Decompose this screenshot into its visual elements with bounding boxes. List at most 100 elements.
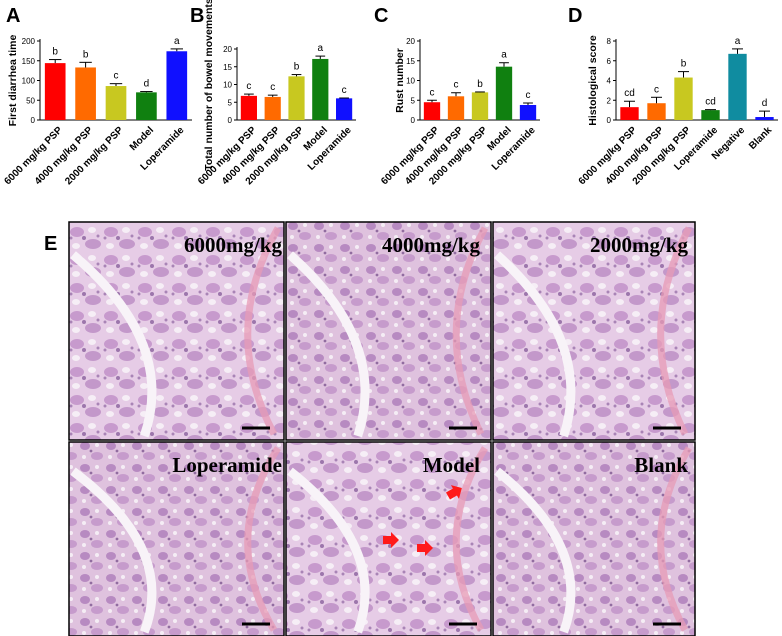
significance-letter: c [526, 90, 531, 101]
bar [44, 63, 66, 120]
muscle-strand [244, 446, 281, 632]
bar [701, 110, 720, 120]
x-tick-label: Blank [747, 125, 774, 152]
tile-border [492, 441, 696, 636]
lumen-strand [494, 467, 576, 634]
y-axis-label: Histological score [587, 35, 599, 126]
y-tick-label: 0 [411, 116, 416, 125]
y-tick-label: 2 [607, 96, 612, 105]
bar [471, 92, 489, 120]
bar [423, 102, 441, 120]
muscle-strand [657, 226, 693, 436]
panel-letter: C [374, 5, 388, 27]
lumen-strand [287, 467, 370, 634]
bar [136, 92, 157, 120]
lumen-strand [70, 251, 157, 438]
x-tick-label: 2000 mg/kg PSP [63, 125, 126, 188]
significance-letter: b [681, 59, 687, 70]
significance-letter: b [477, 79, 483, 90]
bar [336, 98, 353, 120]
significance-letter: a [174, 36, 180, 47]
y-tick-label: 0 [228, 116, 233, 125]
tile-label: 2000mg/kg [590, 233, 689, 257]
bar [495, 66, 513, 120]
red-arrow [446, 485, 462, 500]
bar [166, 51, 188, 120]
tile-label: Loperamide [172, 453, 282, 477]
y-axis-label: First diarrhea time [7, 35, 19, 127]
panel-letter: D [568, 5, 582, 27]
histology-tile: 4000mg/kg [285, 221, 492, 441]
significance-letter: c [342, 85, 347, 96]
y-tick-label: 0 [31, 116, 36, 125]
tile-border [68, 221, 285, 441]
significance-letter: a [735, 36, 741, 47]
lumen-strand [70, 467, 157, 634]
significance-letter: c [430, 87, 435, 98]
significance-letter: cd [705, 97, 716, 108]
significance-letter: d [762, 98, 768, 109]
tile-border [285, 221, 492, 441]
tile-border [285, 441, 492, 636]
tile-label: 4000mg/kg [382, 233, 481, 257]
tile-border [68, 441, 285, 636]
y-tick-label: 100 [22, 77, 36, 86]
y-tick-label: 0 [607, 116, 612, 125]
red-arrow [417, 540, 433, 556]
y-tick-label: 5 [228, 98, 233, 107]
bar [75, 67, 96, 120]
tile-label: Blank [634, 453, 688, 477]
significance-letter: c [270, 82, 275, 93]
y-tick-label: 5 [411, 96, 416, 105]
significance-letter: b [294, 62, 300, 73]
histology-tile: Blank [492, 441, 696, 636]
bar [312, 58, 329, 120]
muscle-strand [657, 446, 693, 632]
bar [240, 95, 257, 120]
significance-letter: c [246, 81, 251, 92]
bar [620, 107, 639, 120]
significance-letter: cd [624, 88, 635, 99]
tile-border [492, 221, 696, 441]
y-tick-label: 20 [223, 45, 232, 54]
red-arrow [383, 532, 399, 548]
significance-letter: c [454, 80, 459, 91]
panel-letter: B [190, 5, 204, 27]
bar [105, 86, 127, 120]
y-axis-label: Rust number [394, 48, 406, 113]
histology-tile: 2000mg/kg [492, 221, 696, 441]
histology-tile: 6000mg/kg [68, 221, 285, 441]
significance-letter: a [501, 50, 507, 61]
significance-letter: b [52, 47, 58, 58]
y-tick-label: 50 [26, 96, 35, 105]
significance-letter: b [83, 49, 89, 60]
y-tick-label: 15 [223, 63, 232, 72]
bar [728, 53, 747, 120]
lumen-strand [287, 251, 370, 438]
bar [755, 117, 774, 120]
y-tick-label: 200 [22, 37, 36, 46]
bar [519, 104, 537, 120]
bar [647, 103, 666, 120]
significance-letter: c [114, 71, 119, 82]
arrow-shape [417, 540, 433, 556]
y-tick-label: 20 [406, 37, 415, 46]
muscle-strand [244, 226, 282, 436]
muscle-strand [452, 226, 489, 436]
histology-tile: Loperamide [68, 441, 285, 636]
significance-letter: d [144, 79, 150, 90]
tile-label: Model [423, 453, 480, 477]
y-axis-label: Total number of bowel movements [203, 0, 215, 171]
y-tick-label: 4 [607, 77, 612, 86]
panel-letter: A [6, 5, 20, 27]
tile-label: 6000mg/kg [184, 233, 283, 257]
x-tick-label: Model [128, 125, 156, 153]
y-tick-label: 15 [406, 57, 415, 66]
y-tick-label: 8 [607, 37, 612, 46]
arrow-shape [383, 532, 399, 548]
significance-letter: c [654, 84, 659, 95]
